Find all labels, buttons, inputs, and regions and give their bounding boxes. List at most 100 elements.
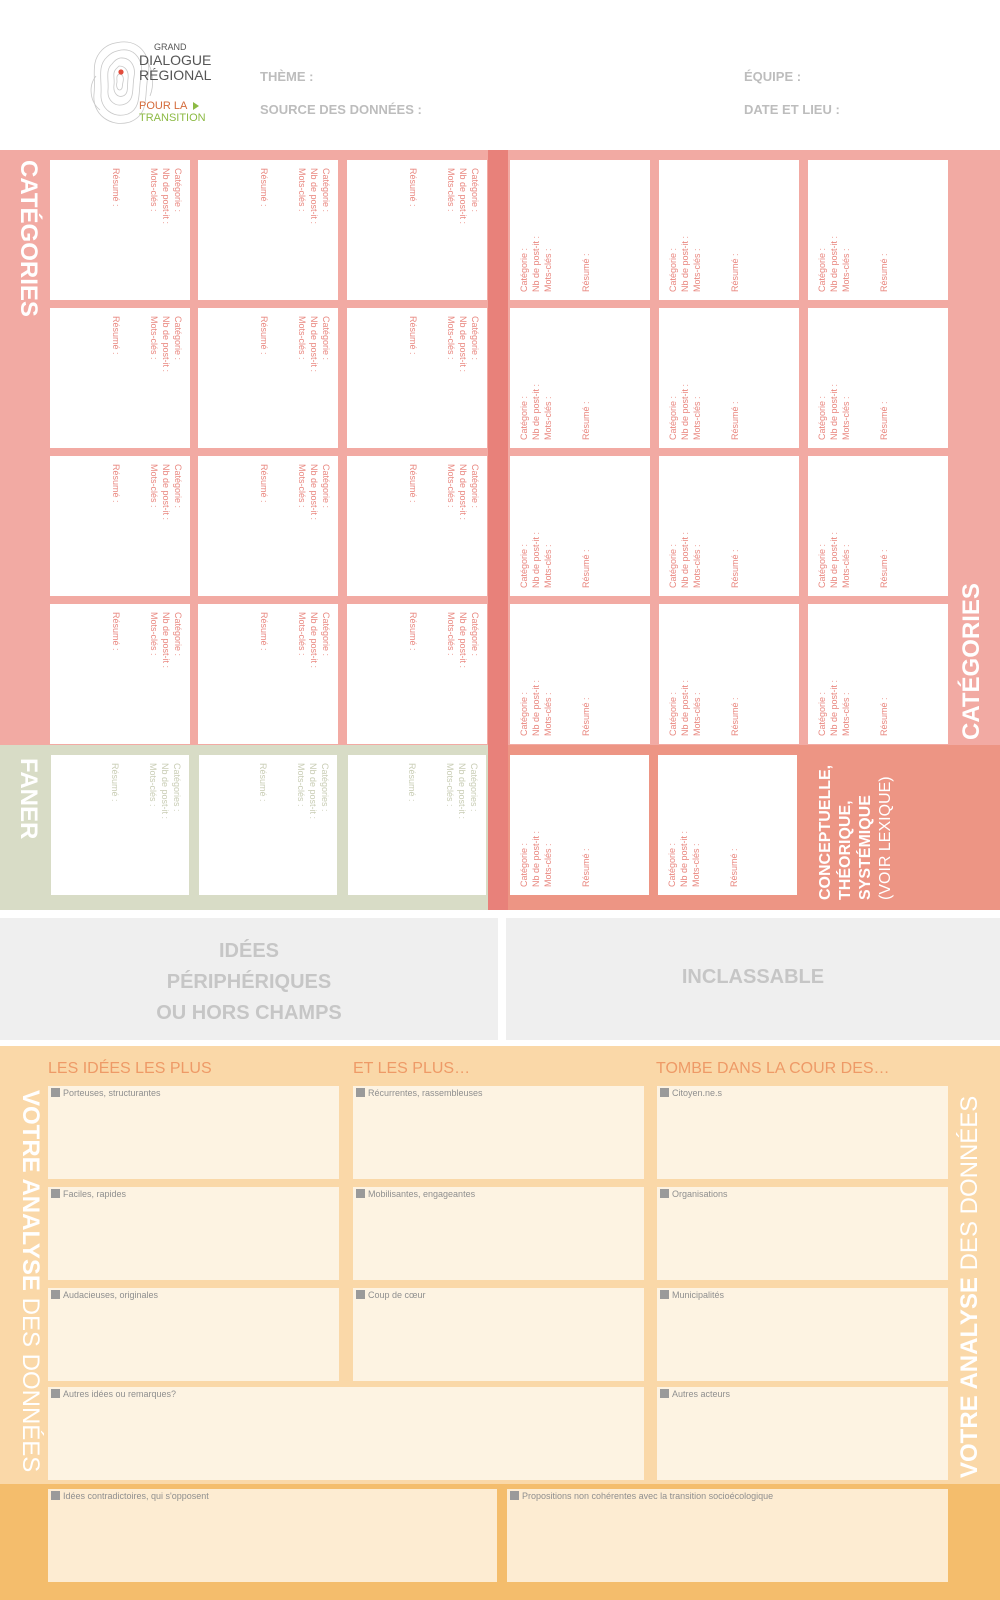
card-keywords-label: Mots-clés : [446,464,456,508]
category-card[interactable]: Catégorie : Nb de post-it : Mots-clés : Rés… [510,755,649,895]
analysis-box-col3[interactable]: Citoyen.ne.s [657,1086,948,1179]
card-summary-label: Résumé : [408,612,418,651]
analysis-box-col1-label: Audacieuses, originales [51,1290,158,1300]
card-category-label: Catégorie : [173,316,183,361]
category-card[interactable]: Catégorie : Nb de post-it : Mots-clés : Rés… [659,160,799,300]
card-summary-label: Résumé : [259,464,269,503]
concept-line-4: (VOIR LEXIQUE) [877,776,894,900]
category-card[interactable]: Catégorie : Nb de post-it : Mots-clés : Rés… [198,308,338,448]
analysis-box-col3[interactable]: Autres acteurs [657,1387,948,1480]
checkbox-square-icon [51,1491,60,1500]
concept-line-2: THÉORIQUE, [837,800,854,900]
card-summary-label: Résumé : [111,168,121,207]
logo-line-pour-la: POUR LA [139,100,188,112]
category-card[interactable]: Catégorie : Nb de post-it : Mots-clés : Rés… [50,160,190,300]
date-place-label: DATE ET LIEU : [744,102,840,117]
card-postits-label: Nb de post-it : [829,235,839,292]
unclassifiable-label: INCLASSABLE [681,966,825,988]
analysis-box-col2[interactable]: Mobilisantes, engageantes [353,1187,644,1280]
category-card[interactable]: Catégorie : Nb de post-it : Mots-clés : Rés… [510,308,650,448]
analysis-box-col1[interactable]: Porteuses, structurantes [48,1086,339,1179]
analysis-side-title-left: VOTRE ANALYSE DES DONNÉES [16,1090,44,1472]
category-card[interactable]: Catégorie : Nb de post-it : Mots-clés : Rés… [808,308,948,448]
category-card[interactable]: Catégorie : Nb de post-it : Mots-clés : Rés… [347,160,487,300]
category-card[interactable]: Catégorie : Nb de post-it : Mots-clés : Rés… [347,604,487,744]
card-category-label: Catégorie : [470,612,480,657]
card-postits-label: Nb de post-it : [680,235,690,292]
categories-right-title: CATÉGORIES [958,583,985,740]
category-card[interactable]: Catégorie : Nb de post-it : Mots-clés : Rés… [198,604,338,744]
card-summary-label: Résumé : [111,612,121,651]
category-card[interactable]: Catégorie : Nb de post-it : Mots-clés : Rés… [659,308,799,448]
card-keywords-label: Mots-clés : [543,544,553,588]
category-card[interactable]: Catégorie : Nb de post-it : Mots-clés : Rés… [658,755,797,895]
card-keywords-label: Mots-clés : [446,612,456,656]
analysis-title-light-right: DES DONNÉES [956,1095,983,1278]
category-card[interactable]: Catégorie : Nb de post-it : Mots-clés : Rés… [198,456,338,596]
incoherent-proposals-box[interactable]: Propositions non cohérentes avec la tran… [507,1489,948,1582]
category-card[interactable]: Catégorie : Nb de post-it : Mots-clés : Rés… [808,160,948,300]
analysis-box-col1[interactable]: Audacieuses, originales [48,1288,339,1381]
card-summary-label: Résumé : [408,316,418,355]
category-card[interactable]: Catégorie : Nb de post-it : Mots-clés : Rés… [510,160,650,300]
card-postits-label: Nb de post-it : [829,531,839,588]
category-card[interactable]: Catégorie : Nb de post-it : Mots-clés : Rés… [50,456,190,596]
logo-arrow-icon [193,102,199,110]
category-card[interactable]: Catégorie : Nb de post-it : Mots-clés : Rés… [198,160,338,300]
card-category-label: Catégorie : [321,464,331,509]
category-card[interactable]: Catégorie : Nb de post-it : Mots-clés : Rés… [659,456,799,596]
faner-card[interactable]: Catégories : Nb de post-it : Mots-clés : Ré… [348,755,486,895]
card-postits-label: Nb de post-it : [829,679,839,736]
card-category-label: Catégories : [172,763,182,812]
category-card[interactable]: Catégorie : Nb de post-it : Mots-clés : Rés… [50,308,190,448]
analysis-box-col2[interactable]: Récurrentes, rassembleuses [353,1086,644,1179]
card-keywords-label: Mots-clés : [692,248,702,292]
theme-label: THÈME : [260,69,314,84]
faner-card[interactable]: Catégories : Nb de post-it : Mots-clés : Ré… [199,755,337,895]
category-card[interactable]: Catégorie : Nb de post-it : Mots-clés : Rés… [659,604,799,744]
analysis-box-col1-label: Porteuses, structurantes [51,1088,161,1098]
card-postits-label: Nb de post-it : [161,168,171,225]
card-summary-label: Résumé : [730,549,740,588]
card-postits-label: Nb de post-it : [531,679,541,736]
card-category-label: Catégorie : [667,842,677,887]
faner-title: FANER [15,758,42,840]
card-postits-label: Nb de post-it : [458,316,468,373]
category-card[interactable]: Catégorie : Nb de post-it : Mots-clés : Rés… [808,456,948,596]
card-summary-label: Résumé : [730,253,740,292]
category-card[interactable]: Catégorie : Nb de post-it : Mots-clés : Rés… [50,604,190,744]
card-postits-label: Nb de post-it : [458,168,468,225]
peripheral-ideas-zone: IDÉES PÉRIPHÉRIQUES OU HORS CHAMPS [0,918,498,1040]
card-category-label: Catégorie : [173,464,183,509]
card-keywords-label: Mots-clés : [692,544,702,588]
category-card[interactable]: Catégorie : Nb de post-it : Mots-clés : Rés… [510,456,650,596]
card-category-label: Catégorie : [519,691,529,736]
card-keywords-label: Mots-clés : [543,692,553,736]
analysis-box-col3[interactable]: Organisations [657,1187,948,1280]
concept-line-1: CONCEPTUELLE, [817,764,834,900]
card-postits-label: Nb de post-it : [531,830,541,887]
analysis-box-col2[interactable]: Coup de cœur [353,1288,644,1381]
card-keywords-label: Mots-clés : [691,843,701,887]
category-card[interactable]: Catégorie : Nb de post-it : Mots-clés : Rés… [347,456,487,596]
peripheral-line-1: IDÉES [218,940,280,962]
card-postits-label: Nb de post-it : [679,830,689,887]
card-postits-label: Nb de post-it : [309,316,319,373]
card-category-label: Catégorie : [321,168,331,213]
card-keywords-label: Mots-clés : [692,396,702,440]
analysis-box-col2-label: Récurrentes, rassembleuses [356,1088,483,1098]
analysis-box-col3[interactable]: Municipalités [657,1288,948,1381]
faner-card[interactable]: Catégories : Nb de post-it : Mots-clés : Ré… [51,755,189,895]
contradictory-ideas-box[interactable]: Idées contradictoires, qui s'opposent [48,1489,497,1582]
center-divider [488,150,508,910]
card-category-label: Catégorie : [173,168,183,213]
logo-line-dialogue: DIALOGUE [139,52,212,68]
analysis-box-col1[interactable]: Faciles, rapides [48,1187,339,1280]
logo-line-regional: RÉGIONAL [139,67,212,83]
card-keywords-label: Mots-clés : [543,843,553,887]
category-card[interactable]: Catégorie : Nb de post-it : Mots-clés : Rés… [510,604,650,744]
card-category-label: Catégorie : [668,543,678,588]
other-ideas-box[interactable]: Autres idées ou remarques? [48,1387,644,1480]
category-card[interactable]: Catégorie : Nb de post-it : Mots-clés : Rés… [347,308,487,448]
category-card[interactable]: Catégorie : Nb de post-it : Mots-clés : Rés… [808,604,948,744]
